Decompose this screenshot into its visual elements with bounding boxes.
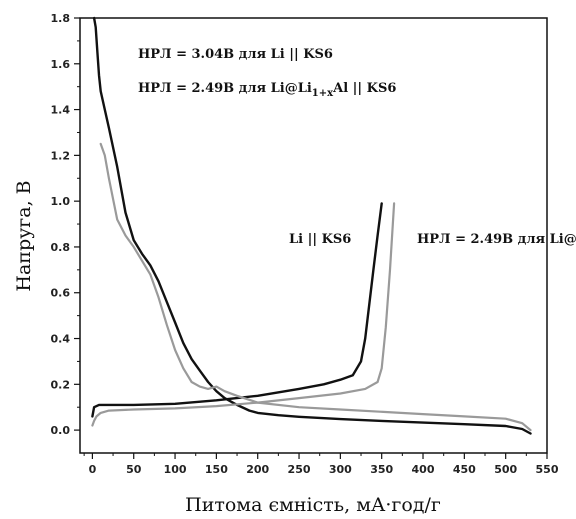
y-tick-label: 0.0 (51, 424, 71, 437)
y-tick-label: 0.2 (51, 378, 71, 391)
annotation-ocv-li: НРЛ = 3.04В для Li || KS6 (138, 47, 333, 62)
y-tick-label: 1.4 (51, 104, 71, 117)
x-tick-label: 200 (246, 463, 269, 476)
x-tick-label: 250 (288, 463, 311, 476)
series-layer (91, 16, 532, 435)
plot-frame (79, 17, 548, 454)
x-tick-label: 500 (494, 463, 517, 476)
series-label-lial: НРЛ = 2.49В для Li@Li1+xAl || KS6 (417, 232, 576, 250)
y-tick-label: 0.4 (51, 333, 71, 346)
x-axis: 0 50 100 150 200 250 300 350 400 450 500 550 (83, 453, 559, 476)
annotation-ocv-lial: НРЛ = 2.49В для Li@Li1+xAl || KS6 (138, 81, 396, 99)
y-tick-label: 1.8 (51, 12, 71, 25)
x-tick-label: 350 (370, 463, 393, 476)
x-tick-label: 150 (205, 463, 228, 476)
annotation-ocv-lial-part2: Al || KS6 (332, 81, 396, 96)
x-tick-label: 300 (329, 463, 352, 476)
x-tick-label: 400 (412, 463, 435, 476)
annotation-ocv-lial-sub: 1+x (312, 88, 334, 99)
y-tick-label: 1.2 (51, 149, 71, 162)
series-label-lial-part1: НРЛ = 2.49В для Li@Li (417, 232, 576, 247)
y-tick-label: 0.6 (51, 287, 71, 300)
x-tick-label: 0 (89, 463, 97, 476)
series-line-li-discharge (92, 16, 532, 435)
annotation-ocv-lial-part1: НРЛ = 2.49В для Li@Li (138, 81, 312, 96)
x-axis-title: Питома ємність, мА·год/г (185, 494, 441, 516)
x-tick-label: 50 (126, 463, 142, 476)
y-tick-label: 0.8 (51, 241, 71, 254)
x-tick-label: 550 (536, 463, 559, 476)
series-label-li: Li || KS6 (289, 232, 351, 247)
y-axis: 0.0 0.2 0.4 0.6 0.8 1.0 1.2 1.4 1.6 1.8 (51, 12, 80, 437)
x-tick-label: 100 (164, 463, 187, 476)
series-line-lial-charge (91, 202, 396, 427)
series-line-li-charge (91, 202, 383, 418)
y-tick-label: 1.0 (51, 195, 71, 208)
x-tick-label: 450 (453, 463, 476, 476)
y-tick-label: 1.6 (51, 58, 71, 71)
y-axis-title: Напруга, В (13, 180, 35, 291)
series-line-lial-discharge (99, 142, 532, 432)
